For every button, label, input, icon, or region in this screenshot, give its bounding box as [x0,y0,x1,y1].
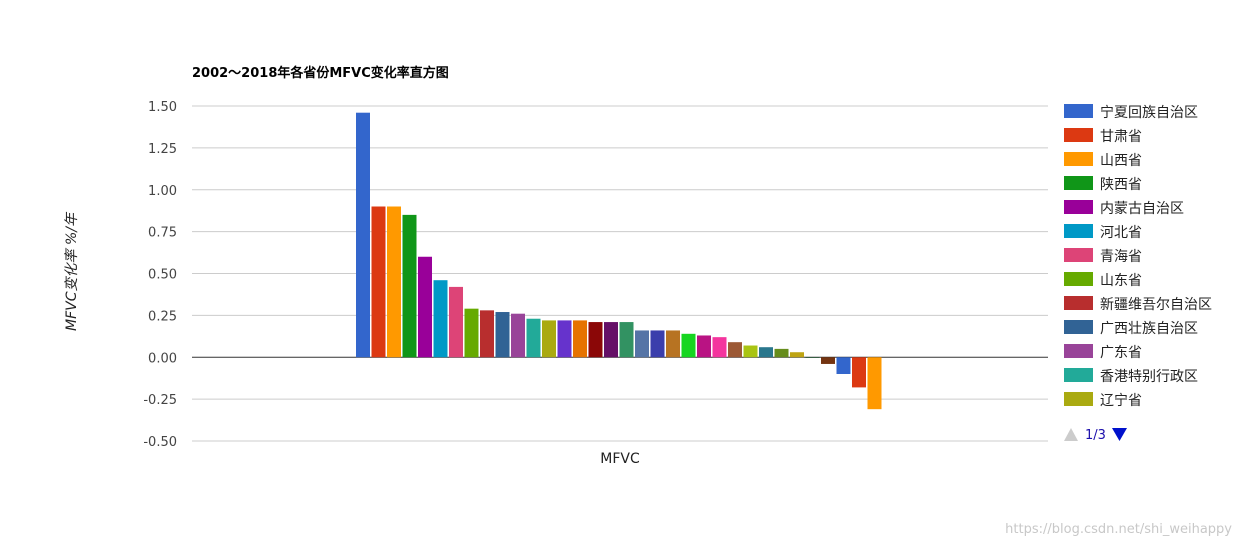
bar[interactable] [511,313,525,358]
legend-swatch [1064,248,1093,262]
bar[interactable] [526,318,541,358]
bar[interactable] [480,310,494,358]
y-tick-label: 0.75 [148,226,177,241]
bar[interactable] [867,357,882,410]
bar[interactable] [681,333,696,358]
legend: 宁夏回族自治区甘肃省山西省陕西省内蒙古自治区河北省青海省山东省新疆维吾尔自治区广… [1064,104,1212,409]
legend-label[interactable]: 河北省 [1100,225,1142,241]
legend-swatch [1064,392,1093,406]
bar[interactable] [712,337,727,358]
y-tick-label: 1.00 [148,184,177,199]
bar[interactable] [728,342,742,358]
bars [356,112,882,410]
legend-swatch [1064,152,1093,166]
bar[interactable] [402,214,417,358]
legend-swatch [1064,296,1093,310]
legend-swatch [1064,272,1093,286]
y-axis-label: MFVC变化率 %/年 [64,211,80,331]
y-tick-label: 0.50 [148,268,177,283]
legend-swatch [1064,224,1093,238]
bar[interactable] [774,348,789,358]
bar[interactable] [433,280,448,358]
bar[interactable] [666,330,680,358]
bar[interactable] [542,320,556,358]
legend-label[interactable]: 甘肃省 [1100,129,1142,145]
bar[interactable] [495,312,510,358]
legend-label[interactable]: 宁夏回族自治区 [1100,104,1198,121]
bar[interactable] [604,322,618,358]
bar[interactable] [852,357,866,388]
legend-swatch [1064,320,1093,334]
legend-label[interactable]: 山东省 [1100,273,1142,289]
legend-page-indicator: 1/3 [1085,428,1106,443]
bar[interactable] [588,322,603,358]
gridlines [192,105,1048,442]
bar[interactable] [650,330,665,358]
legend-label[interactable]: 辽宁省 [1100,392,1142,409]
bar[interactable] [635,330,649,358]
y-tick-label: 0.25 [148,309,177,324]
legend-label[interactable]: 内蒙古自治区 [1100,201,1184,217]
legend-swatch [1064,344,1093,358]
y-tick-label: -0.25 [143,393,177,408]
legend-swatch [1064,104,1093,118]
bar[interactable] [821,357,835,364]
legend-label[interactable]: 新疆维吾尔自治区 [1100,297,1212,313]
y-tick-label: 1.50 [148,100,177,115]
chart-title: 2002～2018年各省份MFVC变化率直方图 [192,65,449,81]
bar[interactable] [418,256,432,358]
bar[interactable] [790,352,804,358]
bar[interactable] [619,322,634,358]
y-tick-label: 0.00 [148,351,177,366]
bar[interactable] [759,347,773,358]
legend-label[interactable]: 广东省 [1100,345,1142,361]
legend-label[interactable]: 陕西省 [1100,177,1142,193]
bar[interactable] [557,320,572,358]
x-axis-label: MFVC [600,451,640,467]
bar[interactable] [697,335,711,358]
bar[interactable] [371,206,386,358]
y-axis-ticks: 1.50 1.25 1.00 0.75 0.50 0.25 0.00 -0.25 -0.50 [143,100,177,450]
legend-swatch [1064,176,1093,190]
bar[interactable] [464,308,479,358]
bar[interactable] [836,357,851,374]
watermark: https://blog.csdn.net/shi_weihappy [1005,522,1232,537]
legend-label[interactable]: 山西省 [1100,153,1142,169]
y-tick-label: 1.25 [148,142,177,157]
legend-pager: 1/3 [1064,428,1127,443]
legend-label[interactable]: 广西壮族自治区 [1100,321,1198,337]
legend-label[interactable]: 香港特别行政区 [1100,369,1198,385]
legend-label[interactable]: 青海省 [1100,249,1142,265]
bar[interactable] [449,286,463,358]
legend-swatch [1064,368,1093,382]
triangle-up-icon[interactable] [1064,428,1078,441]
y-tick-label: -0.50 [143,435,177,450]
bar[interactable] [387,206,401,358]
bar[interactable] [743,345,758,358]
legend-swatch [1064,128,1093,142]
bar[interactable] [573,320,587,358]
bar[interactable] [356,112,370,358]
triangle-down-icon[interactable] [1112,428,1127,441]
bar[interactable] [805,357,820,358]
legend-swatch [1064,200,1093,214]
